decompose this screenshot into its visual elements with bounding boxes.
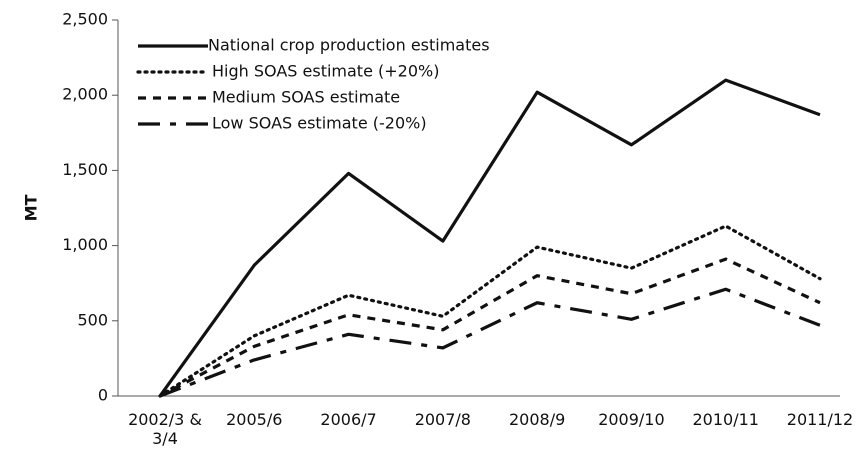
y-tick-label: 2,000 [62, 85, 108, 104]
series-line [158, 78, 821, 397]
x-tick-label: 2008/9 [508, 410, 566, 429]
series-line [159, 287, 821, 398]
legend-label: National crop production estimates [208, 36, 490, 55]
x-tick-label: 2009/10 [598, 410, 665, 429]
series-line [159, 257, 821, 398]
y-tick-label: 1,000 [62, 235, 108, 254]
x-tick-label: 2011/12 [786, 410, 854, 429]
y-tick-label: 500 [77, 310, 108, 329]
series-line [158, 224, 822, 398]
x-tick-label: 2007/8 [414, 410, 471, 429]
y-tick-label: 2,500 [62, 10, 108, 29]
legend-label: Low SOAS estimate (-20%) [212, 114, 427, 133]
y-tick-label: 1,500 [62, 160, 108, 179]
x-tick-label: 2006/7 [320, 410, 377, 429]
x-tick-label: 2010/11 [692, 410, 759, 429]
legend-label: Medium SOAS estimate [212, 88, 400, 107]
y-tick-label: 0 [98, 386, 108, 405]
x-tick-label: 2002/3 & 3/4 [128, 410, 202, 448]
y-axis-label: MT [22, 195, 41, 222]
legend-label: High SOAS estimate (+20%) [212, 62, 439, 81]
x-tick-label: 2005/6 [226, 410, 283, 429]
